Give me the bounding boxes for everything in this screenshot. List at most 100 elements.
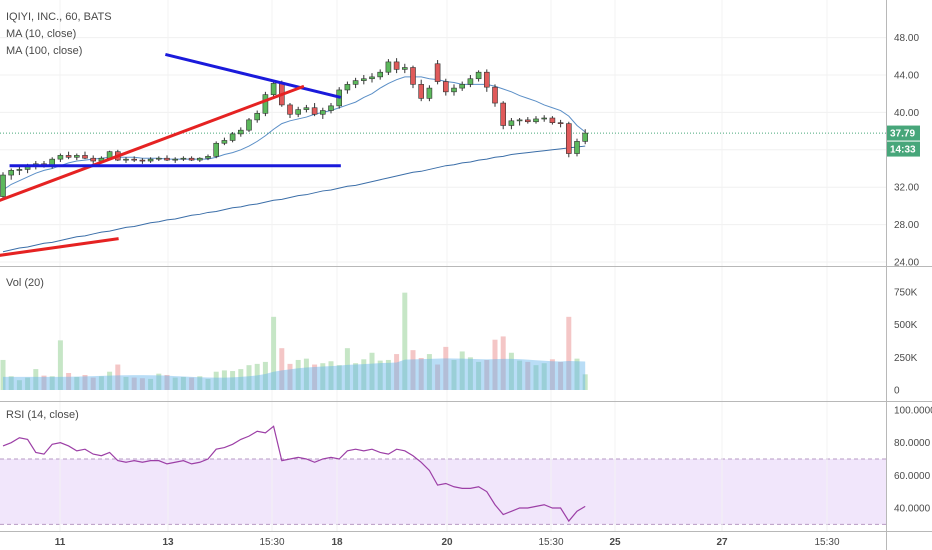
candle-body: [434, 63, 441, 82]
ma100-line: [2, 145, 586, 253]
candle-body: [295, 109, 302, 115]
price-axis-tick: 40.00: [894, 108, 919, 119]
volume-bar: [517, 360, 523, 390]
candle-body: [533, 118, 539, 123]
candle: [65, 151, 72, 160]
rsi-line: [2, 425, 586, 523]
candle-body: [197, 157, 203, 161]
volume-ma-area: [3, 358, 586, 390]
candle: [483, 69, 490, 92]
volume-bar: [230, 371, 236, 390]
candle-body: [270, 83, 277, 95]
volume-bar: [197, 376, 203, 390]
volume-bar: [115, 364, 121, 390]
candle-body: [500, 102, 507, 126]
time-axis-tick: 13: [162, 537, 174, 548]
time-axis-tick: 25: [609, 537, 621, 548]
volume-bar: [525, 361, 531, 390]
candle-body: [123, 158, 129, 161]
candle: [205, 154, 211, 161]
volume-bar: [549, 359, 555, 390]
volume-bar: [164, 374, 170, 390]
candle: [574, 138, 580, 157]
candle: [516, 118, 523, 126]
candle-body: [541, 117, 548, 120]
candle: [90, 155, 96, 164]
candle: [188, 156, 195, 162]
candle: [369, 73, 375, 83]
candle-body: [139, 159, 146, 162]
candle: [426, 85, 433, 102]
candle-body: [221, 140, 228, 144]
candle-body: [426, 87, 433, 99]
candle: [500, 101, 507, 130]
time-axis-tick: 27: [716, 537, 728, 548]
volume-bar: [558, 361, 564, 390]
rsi-axis-tick: 60.0000: [894, 471, 931, 482]
volume-bar: [254, 363, 260, 390]
candle-body: [582, 132, 589, 142]
rsi-axis-tick: 40.0000: [894, 504, 931, 515]
candle-body: [565, 123, 572, 154]
volume-bar: [8, 376, 14, 390]
volume-bar: [303, 358, 309, 390]
volume-bar: [377, 360, 383, 390]
candle-body: [262, 94, 269, 114]
candle: [442, 78, 449, 96]
candle: [172, 157, 178, 163]
volume-bar: [492, 339, 498, 390]
volume-bar: [451, 359, 457, 390]
candle: [319, 107, 326, 119]
candle: [16, 166, 23, 176]
price-axis-tick: 32.00: [894, 183, 919, 194]
volume-bar: [205, 378, 211, 390]
volume-bar: [476, 361, 482, 390]
candle-body: [172, 158, 178, 161]
candle-body: [74, 155, 80, 158]
time-axis-tick: 15:30: [538, 537, 563, 548]
candle-body: [8, 170, 14, 176]
volume-axis-tick: 0: [894, 386, 900, 397]
candle-body: [410, 67, 416, 85]
volume-bar: [435, 364, 441, 390]
volume-bar: [533, 365, 539, 390]
volume-bar: [459, 351, 465, 390]
volume-bar: [262, 361, 268, 390]
candle-body: [557, 122, 564, 124]
volume-axis-tick: 250K: [894, 353, 918, 364]
candle: [508, 118, 515, 130]
candle-body: [451, 87, 457, 93]
candle-body: [393, 61, 400, 70]
candle-body: [492, 86, 498, 104]
rsi-band: [0, 459, 886, 525]
candle-body: [311, 107, 318, 115]
volume-bar: [361, 359, 367, 390]
volume-bar: [336, 365, 342, 390]
candle: [197, 157, 203, 162]
time-axis-tick: 15:30: [259, 537, 284, 548]
candle-body: [508, 120, 515, 126]
candle: [328, 103, 334, 114]
trendline[interactable]: [165, 52, 342, 99]
trendline[interactable]: [0, 84, 305, 203]
candle: [344, 81, 351, 94]
candle-body: [180, 157, 187, 160]
candle-body: [287, 104, 293, 115]
last-price-tag-text: 37.79: [890, 129, 915, 140]
volume-bar: [295, 359, 301, 390]
candle: [352, 77, 359, 89]
candle-body: [16, 169, 23, 171]
candle-body: [65, 155, 72, 158]
trendline[interactable]: [0, 237, 119, 257]
candle-body: [516, 119, 523, 122]
candle: [147, 157, 154, 163]
candle: [131, 156, 137, 162]
candle-body: [303, 107, 310, 110]
volume-bar: [213, 371, 219, 390]
last-price-tag: [887, 125, 920, 141]
candle-body: [131, 158, 137, 161]
candle-body: [549, 117, 556, 123]
volume-bar: [0, 359, 6, 390]
